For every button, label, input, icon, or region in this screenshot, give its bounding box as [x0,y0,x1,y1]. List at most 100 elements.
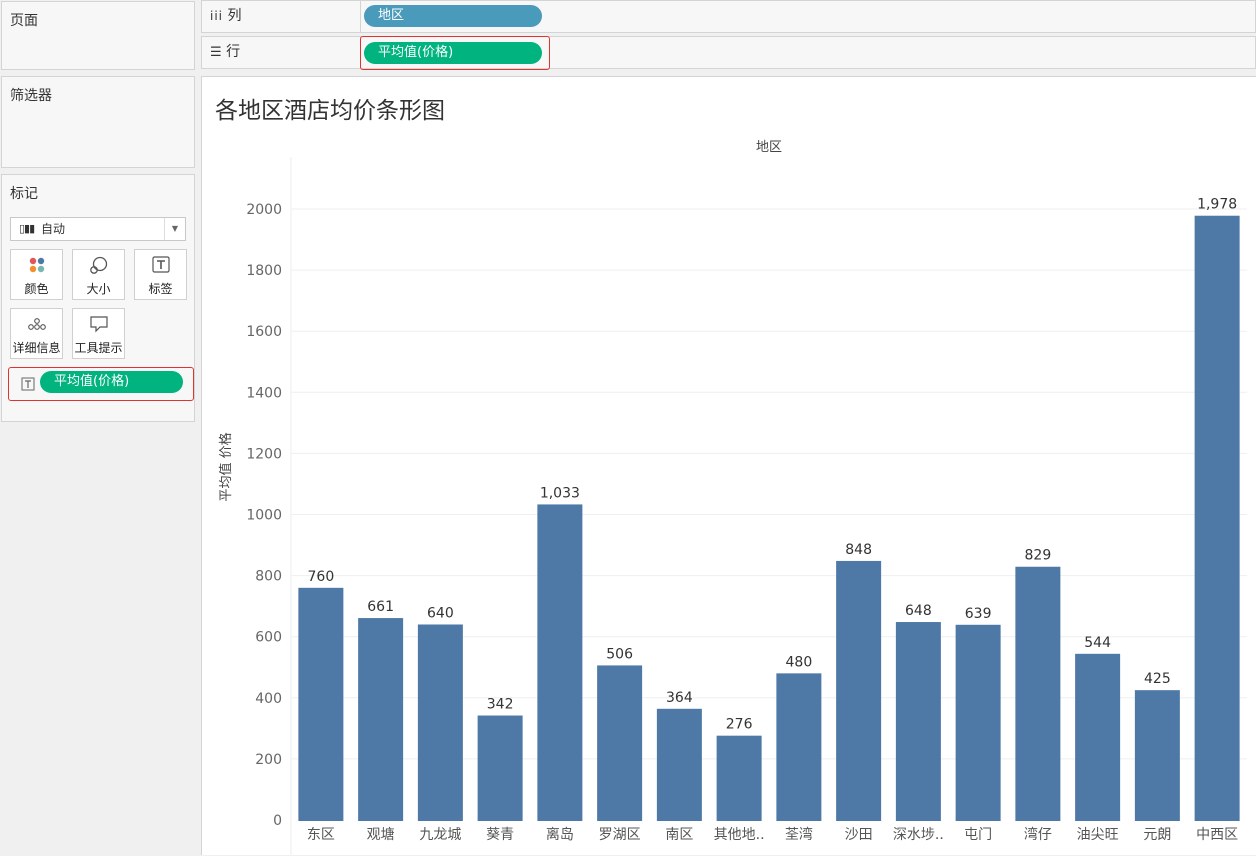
x-tick-label: 中西区 [1196,827,1238,843]
y-tick-label: 1400 [246,385,282,401]
bar-value-label: 364 [666,690,693,706]
bar-value-label: 829 [1025,548,1052,564]
marks-label-highlight [8,367,194,401]
bar[interactable] [477,715,523,821]
bar-value-label: 1,033 [540,485,580,501]
x-tick-label: 元朗 [1143,827,1171,843]
marks-title: 标记 [10,186,38,202]
rows-shelf: ☰ 行 平均值(价格) [201,36,1256,70]
filters-title: 筛选器 [10,88,52,104]
x-tick-label: 沙田 [845,827,873,843]
detail-button[interactable]: 详细信息 [10,308,63,359]
y-axis-label: 平均值 价格 [218,432,234,501]
bar-value-label: 342 [487,697,514,713]
rows-pill[interactable]: 平均值(价格) [364,42,542,64]
chart-title: 各地区酒店均价条形图 [215,98,445,124]
size-label: 大小 [86,282,111,296]
bar-value-label: 1,978 [1197,197,1237,213]
tooltip-icon [73,314,124,340]
x-tick-label: 深水埗.. [893,827,944,843]
marks-label-pill[interactable]: 平均值(价格) [40,371,183,393]
bar[interactable] [537,504,583,821]
y-tick-label: 1200 [246,446,282,462]
bar[interactable] [597,665,643,821]
y-tick-label: 400 [255,691,282,707]
y-tick-label: 800 [255,569,282,585]
bar[interactable] [417,624,463,821]
columns-shelf-label: iii 列 [210,1,360,32]
bar-value-label: 425 [1144,671,1171,687]
bar[interactable] [776,673,822,821]
x-tick-label: 东区 [307,827,335,843]
rows-label: 行 [226,44,241,60]
size-icon [73,255,124,281]
bar[interactable] [955,624,1001,821]
x-tick-label: 离岛 [546,826,574,843]
bar[interactable] [358,618,404,821]
rows-icon: ☰ [210,45,222,60]
label-icon [135,255,186,281]
bar-value-label: 661 [367,599,394,615]
size-button[interactable]: 大小 [72,249,125,300]
color-button[interactable]: 颜色 [10,249,63,300]
bar[interactable] [836,560,882,821]
pages-title: 页面 [10,13,38,29]
bar-value-label: 544 [1084,635,1111,651]
marks-panel: 标记 ▯▮▮ 自动 ▼ 颜色 大小 标签 详细信息 工具提示 [1,174,195,422]
bar[interactable] [656,708,702,821]
y-tick-label: 1000 [246,508,282,524]
y-tick-label: 0 [273,813,282,829]
x-tick-label: 葵青 [486,827,514,843]
label-label: 标签 [148,282,173,296]
filters-panel[interactable]: 筛选器 [1,76,195,168]
columns-icon: iii [210,9,224,23]
mark-type-select[interactable]: ▯▮▮ 自动 ▼ [10,217,186,241]
y-tick-label: 1600 [246,324,282,340]
bar-value-label: 506 [606,646,633,662]
rows-pill-highlight [360,36,550,70]
tooltip-label: 工具提示 [74,341,123,355]
shelf-divider [360,1,361,32]
chevron-down-icon[interactable]: ▼ [164,218,185,240]
y-tick-label: 600 [255,630,282,646]
x-tick-label: 罗湖区 [599,827,641,843]
label-button[interactable]: 标签 [134,249,187,300]
y-tick-label: 200 [255,752,282,768]
bar[interactable] [1075,653,1121,821]
bar-value-label: 648 [905,603,932,619]
y-tick-label: 1800 [246,263,282,279]
color-icon [11,255,62,281]
x-tick-label: 湾仔 [1024,826,1052,843]
text-field-icon [21,376,35,395]
bar-chart-icon: ▯▮▮ [19,222,35,235]
bar[interactable] [1134,690,1180,821]
columns-pill[interactable]: 地区 [364,5,542,27]
bar[interactable] [1015,566,1061,821]
bar-value-label: 276 [726,717,753,733]
bar[interactable] [716,735,762,821]
pages-panel: 页面 [1,1,195,70]
bar-value-label: 639 [965,606,992,622]
rows-shelf-label: ☰ 行 [210,37,360,68]
bar-chart: 地区 0 200 400 600 800 1000 1200 1400 1600 1800 2000 平… [218,140,1247,855]
x-tick-label: 荃湾 [785,826,813,843]
chart-view: 各地区酒店均价条形图 地区 0 200 400 600 800 1000 1200 1400 16… [201,76,1256,855]
column-header: 地区 [756,140,782,155]
x-tick-label: 南区 [665,827,693,843]
x-tick-label: 观塘 [367,827,395,843]
bar-value-label: 848 [845,542,872,558]
detail-icon [11,314,62,340]
bar-value-label: 480 [786,654,813,670]
x-tick-label: 油尖旺 [1077,827,1119,843]
columns-label: 列 [227,8,242,24]
bar-value-label: 760 [308,569,335,585]
x-tick-label: 九龙城 [419,827,461,843]
bar[interactable] [1194,215,1240,821]
bar[interactable] [895,622,941,821]
x-tick-label: 屯门 [964,827,992,843]
columns-shelf: iii 列 地区 [201,0,1256,33]
mark-type-value: 自动 [41,222,66,236]
tooltip-button[interactable]: 工具提示 [72,308,125,359]
color-label: 颜色 [24,282,49,296]
bar[interactable] [298,587,344,821]
